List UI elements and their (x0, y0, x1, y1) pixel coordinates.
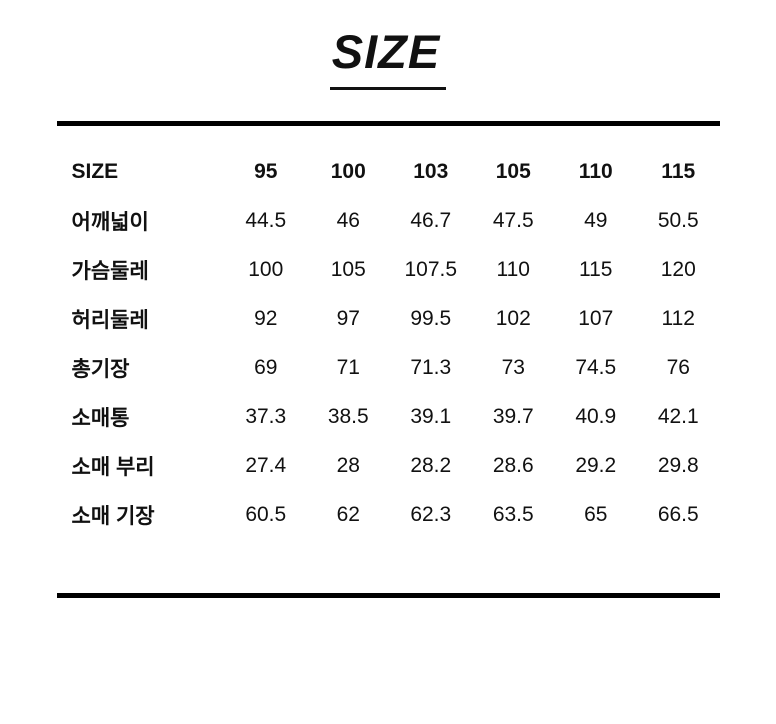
value-cell: 76 (666, 356, 690, 380)
top-divider (56, 120, 720, 126)
value-cell: 105 (330, 258, 366, 282)
value-cell: 66.5 (657, 503, 699, 527)
size-table: SIZE 95 100 103 105 110 115 어깨넓이 44.5 46… (57, 148, 720, 540)
table-row-sleeve-cuff: 소매 부리 27.4 28 28.2 28.6 29.2 29.8 (57, 442, 720, 491)
row-label: 허리둘레 (71, 309, 149, 333)
value-cell: 120 (660, 258, 696, 282)
value-cell: 40.9 (575, 405, 617, 429)
table-row-waist: 허리둘레 92 97 99.5 102 107 112 (57, 295, 720, 344)
value-cell: 71.3 (410, 356, 452, 380)
value-cell: 99.5 (410, 307, 452, 331)
value-cell: 39.1 (410, 405, 452, 429)
value-cell: 112 (661, 307, 695, 331)
bottom-divider (56, 592, 720, 598)
size-table-header-row: SIZE 95 100 103 105 110 115 (57, 148, 720, 197)
row-label: 총기장 (71, 358, 130, 382)
value-cell: 97 (336, 307, 360, 331)
value-cell: 62 (336, 503, 360, 527)
row-label: 소매 부리 (71, 456, 155, 480)
value-cell: 62.3 (410, 503, 452, 527)
row-label: 소매 기장 (71, 505, 155, 529)
value-cell: 37.3 (245, 405, 287, 429)
row-label: 소매통 (71, 407, 130, 431)
header-size-115: 115 (661, 160, 696, 184)
value-cell: 74.5 (575, 356, 617, 380)
table-row-chest: 가슴둘레 100 105 107.5 110 115 120 (57, 246, 720, 295)
value-cell: 102 (495, 307, 531, 331)
page-title: SIZE (329, 26, 447, 90)
value-cell: 110 (496, 258, 530, 282)
value-cell: 27.4 (245, 454, 287, 478)
value-cell: 60.5 (245, 503, 287, 527)
value-cell: 44.5 (245, 209, 287, 233)
value-cell: 49 (584, 209, 608, 233)
value-cell: 38.5 (327, 405, 369, 429)
header-size-label: SIZE (71, 160, 119, 184)
header-size-103: 103 (413, 160, 449, 184)
title-area: SIZE (0, 0, 776, 90)
value-cell: 115 (579, 258, 613, 282)
header-size-105: 105 (495, 160, 531, 184)
value-cell: 71 (336, 356, 360, 380)
value-cell: 28.2 (410, 454, 452, 478)
value-cell: 28.6 (492, 454, 534, 478)
value-cell: 107.5 (404, 258, 458, 282)
table-row-total-length: 총기장 69 71 71.3 73 74.5 76 (57, 344, 720, 393)
value-cell: 107 (578, 307, 614, 331)
header-size-95: 95 (254, 160, 278, 184)
value-cell: 92 (254, 307, 278, 331)
value-cell: 63.5 (492, 503, 534, 527)
value-cell: 69 (254, 356, 278, 380)
row-label: 어깨넓이 (71, 211, 149, 235)
row-label: 가슴둘레 (71, 260, 149, 284)
value-cell: 50.5 (657, 209, 699, 233)
value-cell: 46 (336, 209, 360, 233)
value-cell: 42.1 (657, 405, 699, 429)
value-cell: 28 (336, 454, 360, 478)
value-cell: 39.7 (492, 405, 534, 429)
table-row-sleeve-length: 소매 기장 60.5 62 62.3 63.5 65 66.5 (57, 491, 720, 540)
value-cell: 46.7 (410, 209, 452, 233)
value-cell: 47.5 (492, 209, 534, 233)
value-cell: 73 (501, 356, 525, 380)
value-cell: 29.8 (657, 454, 699, 478)
table-row-sleeve-width: 소매통 37.3 38.5 39.1 39.7 40.9 42.1 (57, 393, 720, 442)
value-cell: 29.2 (575, 454, 617, 478)
header-size-110: 110 (578, 160, 613, 184)
header-size-100: 100 (330, 160, 366, 184)
table-row-shoulder-width: 어깨넓이 44.5 46 46.7 47.5 49 50.5 (57, 197, 720, 246)
value-cell: 100 (248, 258, 284, 282)
value-cell: 65 (584, 503, 608, 527)
